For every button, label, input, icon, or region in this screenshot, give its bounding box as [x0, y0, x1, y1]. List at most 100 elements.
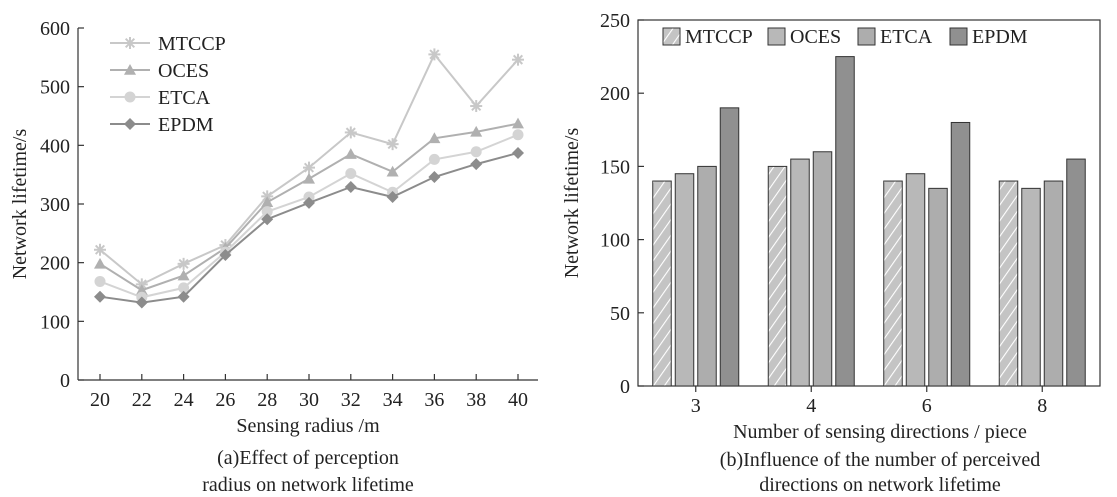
line-chart-y-tick-label: 200: [40, 253, 70, 275]
legend-label-oces: OCES: [790, 26, 841, 48]
line-point-etca: [428, 153, 440, 165]
bar-mtccp-3: [652, 180, 672, 387]
bar-etca-3: [697, 165, 717, 387]
legend-label-mtccp: MTCCP: [685, 26, 753, 48]
bar-chart-y-tick-label: 150: [600, 156, 630, 178]
bar-oces-4: [790, 158, 810, 387]
legend-swatch-epdm: [949, 27, 968, 46]
legend-label-mtccp: MTCCP: [158, 33, 226, 55]
line-point-oces: [512, 117, 524, 129]
legend-label-oces: OCES: [158, 60, 209, 82]
line-chart-x-tick-label: 24: [174, 389, 194, 411]
bar-epdm-8: [1066, 158, 1086, 387]
legend-swatch-mtccp: [662, 27, 681, 46]
legend-label-epdm: EPDM: [158, 114, 214, 136]
bar-chart: 0 50 100 150 200 250 3 4 6 8 MTCCP OCES ETCA EPDM N…: [561, 10, 1101, 496]
bar-epdm-6: [950, 121, 971, 387]
bar-mtccp-4: [767, 165, 788, 387]
line-point-mtccp: [386, 138, 399, 151]
line-chart-y-tick-label: 300: [40, 194, 70, 216]
bar-oces-6: [905, 173, 926, 387]
legend-item-etca: ETCA: [110, 87, 211, 109]
line-chart-y-tick-label: 400: [40, 135, 70, 157]
line-chart-caption-line-1: (a)Effect of perception: [217, 447, 399, 469]
line-chart-y-tick-label: 100: [40, 311, 70, 333]
line-point-epdm: [512, 146, 524, 159]
line-point-epdm: [261, 213, 274, 226]
bar-chart-x-axis-title: Number of sensing directions / piece: [733, 421, 1027, 443]
line-point-etca: [345, 167, 357, 179]
bar-chart-y-tick-label: 0: [620, 376, 630, 398]
bar-mtccp-6: [883, 180, 903, 387]
bar-etca-6: [928, 187, 948, 387]
bar-chart-y-tick-label: 250: [600, 10, 630, 32]
legend-item-oces: OCES: [767, 26, 841, 48]
bar-etca-4: [812, 151, 833, 387]
line-point-oces: [470, 125, 483, 137]
legend-swatch-etca: [857, 27, 876, 46]
line-point-oces: [94, 257, 106, 269]
legend-marker-oces: [124, 64, 136, 75]
bar-epdm-3: [719, 107, 740, 387]
line-chart-y-tick-label: 500: [40, 77, 70, 99]
line-point-epdm: [177, 290, 190, 303]
line-chart-x-tick-label: 38: [466, 389, 486, 411]
legend-item-epdm: EPDM: [110, 114, 214, 136]
bar-chart-y-ticks: 0 50 100 150 200 250: [600, 10, 644, 398]
line-point-mtccp: [470, 100, 483, 113]
line-point-oces: [261, 196, 274, 208]
bar-oces-3: [674, 173, 695, 387]
bar-chart-x-tick-label: 3: [691, 395, 701, 417]
line-chart-legend: MTCCP OCES ETCA EPDM: [110, 33, 226, 136]
line-point-oces: [344, 148, 357, 159]
legend-item-epdm: EPDM: [949, 26, 1028, 48]
line-chart-x-tick-label: 20: [90, 389, 110, 411]
line-point-mtccp: [303, 161, 315, 174]
bar-chart-x-tick-label: 8: [1037, 395, 1047, 417]
bar-chart-x-tick-label: 4: [806, 395, 816, 417]
line-chart-x-tick-label: 36: [424, 389, 444, 411]
line-point-mtccp: [512, 53, 524, 66]
bar-chart-legend: MTCCP OCES ETCA EPDM: [662, 26, 1028, 48]
line-chart-x-axis-title: Sensing radius /m: [236, 415, 380, 437]
line-point-etca: [178, 282, 190, 294]
legend-swatch-oces: [767, 27, 786, 46]
line-chart-x-tick-label: 22: [132, 389, 152, 411]
line-chart-x-tick-label: 32: [341, 389, 361, 411]
line-chart-x-tick-label: 34: [383, 389, 403, 411]
line-point-oces: [386, 165, 399, 177]
bar-chart-caption-line-2: directions on network lifetime: [759, 474, 1001, 496]
bar-chart-x-ticks: 3 4 6 8: [691, 386, 1047, 417]
line-point-mtccp: [428, 48, 441, 61]
bar-chart-y-tick-label: 100: [600, 230, 630, 252]
legend-item-etca: ETCA: [857, 26, 933, 48]
legend-item-mtccp: MTCCP: [110, 33, 226, 55]
bar-epdm-4: [835, 56, 855, 387]
legend-label-etca: ETCA: [880, 26, 933, 48]
line-point-epdm: [470, 158, 483, 171]
line-chart: 0 100 200 300 400 500 600 20 22 24 26 28 30 32 34 36 38…: [9, 18, 538, 496]
bar-etca-8: [1043, 180, 1064, 387]
bar-oces-8: [1021, 187, 1041, 387]
line-point-mtccp: [94, 243, 106, 256]
line-chart-series: [94, 48, 524, 309]
line-point-etca: [94, 275, 106, 287]
line-point-epdm: [94, 290, 106, 303]
line-chart-y-tick-label: 600: [40, 18, 70, 40]
bar-chart-y-axis-title: Network lifetime/s: [561, 128, 583, 279]
bar-chart-bars: [652, 56, 1086, 387]
legend-item-oces: OCES: [110, 60, 209, 82]
line-chart-y-ticks: 0 100 200 300 400 500 600: [40, 18, 84, 392]
line-point-oces: [303, 172, 315, 184]
line-chart-y-tick-label: 0: [60, 370, 70, 392]
legend-label-etca: ETCA: [158, 87, 211, 109]
line-point-oces: [428, 132, 441, 144]
line-point-mtccp: [177, 257, 190, 270]
bar-chart-caption-line-1: (b)Influence of the number of perceived: [720, 449, 1040, 471]
line-chart-x-tick-label: 30: [299, 389, 319, 411]
line-point-oces: [135, 284, 148, 296]
line-point-epdm: [303, 196, 315, 209]
line-point-epdm: [219, 249, 232, 262]
line-point-etca: [512, 129, 524, 141]
